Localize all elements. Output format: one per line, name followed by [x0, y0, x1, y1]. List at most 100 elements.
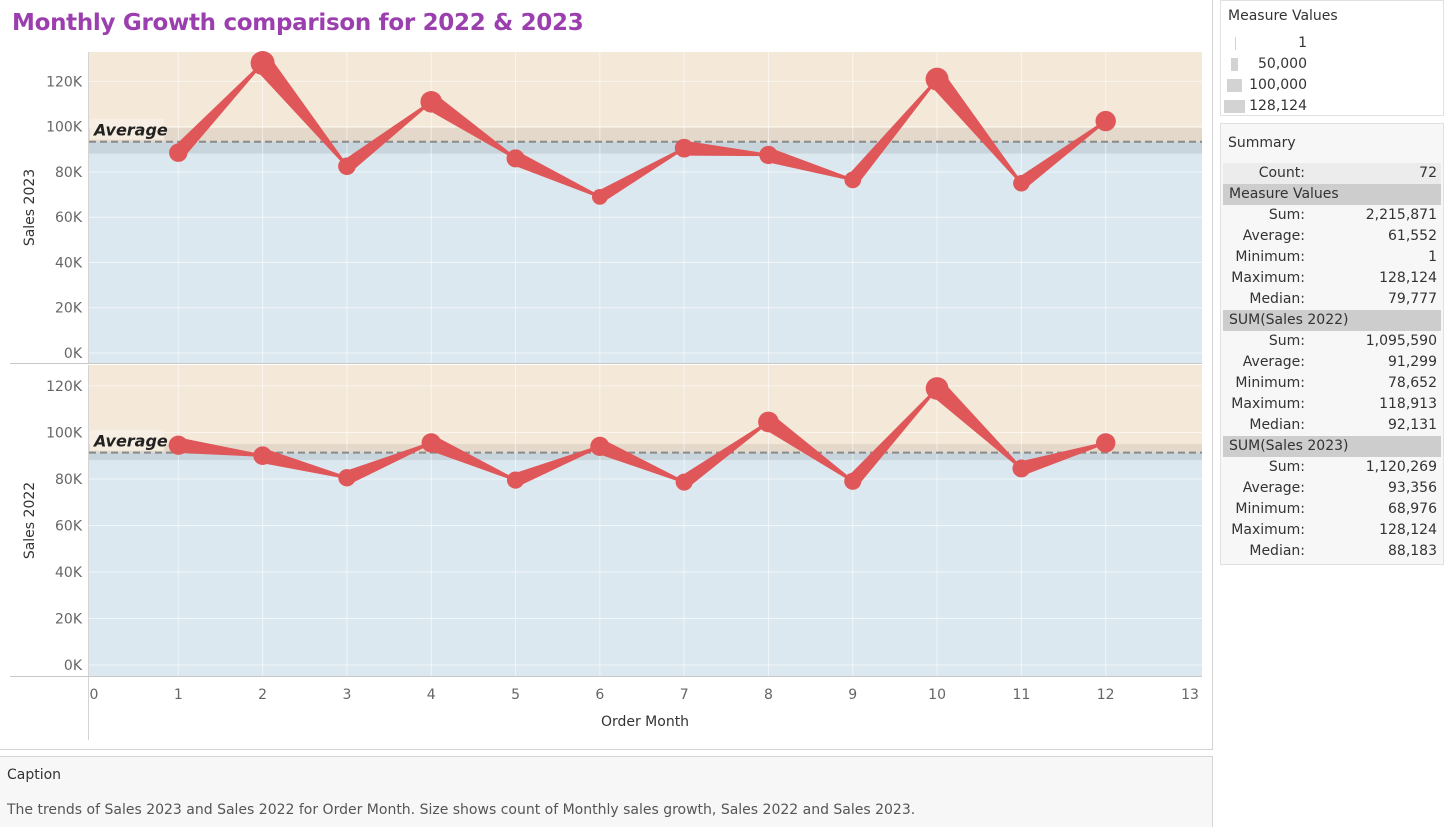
summary-section-header: Measure Values	[1223, 184, 1441, 205]
legend-item-label: 50,000	[1258, 56, 1307, 72]
section-name: SUM(Sales 2023)	[1229, 438, 1349, 454]
stat-label: Sum:	[1268, 459, 1305, 475]
summary-stat-row: Maximum: 128,124	[1223, 520, 1441, 541]
y-tick-label: 60K	[55, 210, 83, 226]
x-tick-label: 9	[848, 687, 857, 703]
stat-value: 68,976	[1388, 501, 1437, 517]
stat-value: 1,120,269	[1365, 459, 1437, 475]
summary-count-row: Count: 72	[1223, 163, 1441, 184]
summary-stat-row: Average: 61,552	[1223, 226, 1441, 247]
caption-panel: Caption The trends of Sales 2023 and Sal…	[0, 756, 1213, 827]
size-legend[interactable]: Measure Values 1 50,000 100,000 128,124	[1220, 0, 1444, 116]
y-tick-label: 100K	[46, 425, 83, 441]
stat-label: Count:	[1258, 165, 1305, 181]
data-point	[421, 433, 441, 453]
data-point	[338, 157, 356, 176]
line-segment	[344, 441, 432, 485]
data-point	[592, 189, 608, 205]
summary-stat-row: Sum: 1,095,590	[1223, 331, 1441, 352]
average-label: Average	[92, 432, 168, 451]
line-segment	[680, 420, 770, 488]
data-point	[674, 138, 694, 158]
line-segment	[763, 415, 854, 483]
legend-item-label: 128,124	[1249, 98, 1307, 114]
line-segment	[260, 448, 348, 479]
legend-item[interactable]: 1	[1221, 34, 1443, 55]
stat-label: Average:	[1242, 480, 1305, 496]
average-label: Average	[92, 121, 168, 140]
legend-title: Measure Values	[1228, 8, 1338, 24]
line-segment	[177, 437, 263, 457]
distribution-band-upper	[89, 444, 1202, 453]
y-tick-label: 120K	[46, 74, 83, 90]
y-axis-title: Sales 2022	[22, 482, 38, 559]
x-tick-label: 0	[90, 687, 99, 703]
stat-label: Minimum:	[1235, 375, 1305, 391]
summary-stat-row: Sum: 2,215,871	[1223, 205, 1441, 226]
line-segment	[512, 445, 601, 487]
y-tick-label: 0K	[64, 346, 83, 362]
x-tick-label: 5	[511, 687, 520, 703]
summary-stat-row: Sum: 1,120,269	[1223, 457, 1441, 478]
legend-item[interactable]: 50,000	[1221, 55, 1443, 76]
size-swatch-1	[1235, 37, 1236, 50]
data-point	[506, 471, 525, 489]
y-tick-label: 20K	[55, 611, 83, 627]
summary-card: Summary Count: 72 Measure Values Sum: 2,…	[1220, 123, 1444, 565]
data-point	[925, 377, 949, 400]
summary-stat-row: Minimum: 68,976	[1223, 499, 1441, 520]
stat-label: Maximum:	[1231, 396, 1305, 412]
stat-label: Average:	[1242, 228, 1305, 244]
line-segment	[596, 439, 685, 484]
data-point	[1095, 110, 1116, 132]
data-point	[925, 67, 949, 91]
summary-section-header: SUM(Sales 2023)	[1223, 436, 1441, 457]
y-tick-label: 40K	[55, 565, 83, 581]
line-segment	[847, 387, 938, 486]
legend-item-label: 1	[1298, 35, 1307, 51]
summary-stat-row: Median: 92,131	[1223, 415, 1441, 436]
stat-value: 128,124	[1379, 522, 1437, 538]
summary-stat-row: Minimum: 1	[1223, 247, 1441, 268]
legend-item[interactable]: 128,124	[1221, 97, 1443, 118]
stat-label: Minimum:	[1235, 249, 1305, 265]
x-axis-title: Order Month	[601, 714, 689, 730]
data-point	[1095, 433, 1116, 453]
y-tick-label: 0K	[64, 658, 83, 674]
caption-title: Caption	[7, 767, 62, 783]
stat-label: Median:	[1249, 543, 1305, 559]
data-point	[1012, 459, 1031, 478]
data-point	[758, 411, 779, 433]
lower-band	[89, 153, 1202, 363]
legend-item-label: 100,000	[1249, 77, 1307, 93]
line-segment	[766, 147, 854, 182]
y-tick-label: 20K	[55, 301, 83, 317]
summary-stat-row: Minimum: 78,652	[1223, 373, 1441, 394]
chart-title: Monthly Growth comparison for 2022 & 202…	[12, 10, 584, 36]
legend-item[interactable]: 100,000	[1221, 76, 1443, 97]
data-point	[844, 472, 862, 490]
stat-value: 1,095,590	[1365, 333, 1437, 349]
summary-section-header: SUM(Sales 2022)	[1223, 310, 1441, 331]
line-segment	[847, 78, 938, 185]
stat-label: Minimum:	[1235, 501, 1305, 517]
data-point	[168, 435, 188, 455]
line-segment	[929, 73, 1023, 185]
stat-value: 88,183	[1388, 543, 1437, 559]
size-swatch-50000	[1231, 58, 1238, 71]
data-point	[420, 90, 443, 113]
lower-band	[89, 460, 1202, 676]
line-segment	[512, 151, 601, 198]
summary-stat-row: Average: 93,356	[1223, 478, 1441, 499]
distribution-band-lower	[89, 141, 1202, 154]
section-name: SUM(Sales 2022)	[1229, 312, 1349, 328]
viz-area: Monthly Growth comparison for 2022 & 202…	[0, 0, 1213, 750]
data-point	[506, 149, 525, 168]
x-tick-label: 7	[680, 687, 689, 703]
distribution-band-upper	[89, 127, 1202, 142]
line-segment	[683, 140, 769, 157]
line-segment	[255, 56, 348, 168]
x-tick-label: 3	[342, 687, 351, 703]
x-tick-label: 2	[258, 687, 267, 703]
